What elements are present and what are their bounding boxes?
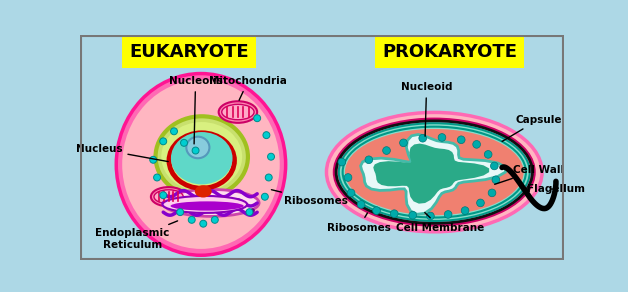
Ellipse shape [222,104,254,120]
Text: Ribosomes: Ribosomes [271,190,348,206]
Ellipse shape [382,147,391,154]
Ellipse shape [426,212,435,220]
Text: Capsule: Capsule [502,115,561,141]
Ellipse shape [149,156,156,163]
Ellipse shape [365,156,372,164]
Ellipse shape [122,80,279,249]
Ellipse shape [250,208,255,213]
Text: Flagellum: Flagellum [527,184,585,194]
Ellipse shape [156,116,248,197]
Ellipse shape [160,192,166,199]
Polygon shape [373,144,489,204]
Text: Endoplasmic
Reticulum: Endoplasmic Reticulum [95,221,178,250]
Ellipse shape [171,128,178,135]
Ellipse shape [490,162,498,170]
Polygon shape [360,135,506,214]
Ellipse shape [163,190,259,216]
Ellipse shape [263,132,270,139]
Ellipse shape [192,147,199,154]
Ellipse shape [338,158,346,166]
Ellipse shape [477,199,484,207]
Ellipse shape [181,139,188,146]
Ellipse shape [171,201,244,211]
Ellipse shape [334,119,534,225]
Ellipse shape [187,137,209,158]
Ellipse shape [492,176,500,184]
Text: Ribosomes: Ribosomes [327,213,391,232]
Ellipse shape [163,196,247,213]
Ellipse shape [188,216,195,223]
Ellipse shape [473,140,480,148]
Ellipse shape [344,174,352,181]
Ellipse shape [265,174,272,181]
Ellipse shape [438,134,446,141]
Ellipse shape [171,132,232,185]
Ellipse shape [261,193,268,200]
Ellipse shape [461,207,469,214]
Text: Nucleolis: Nucleolis [169,76,222,144]
Ellipse shape [488,189,496,197]
Ellipse shape [419,134,426,142]
Ellipse shape [327,112,542,232]
Ellipse shape [357,201,365,208]
Text: Nucleus: Nucleus [76,144,168,161]
Ellipse shape [246,209,253,215]
Ellipse shape [268,153,274,160]
Ellipse shape [161,122,242,191]
Text: Nucleoid: Nucleoid [401,82,452,136]
Ellipse shape [345,129,524,215]
Ellipse shape [200,220,207,227]
Ellipse shape [219,101,257,123]
Ellipse shape [484,151,492,158]
Ellipse shape [176,209,183,215]
Text: EUKARYOTE: EUKARYOTE [129,43,249,61]
Ellipse shape [212,216,219,223]
Ellipse shape [409,211,416,219]
Ellipse shape [151,187,187,206]
Ellipse shape [391,210,398,218]
Ellipse shape [338,123,530,221]
Ellipse shape [154,190,183,204]
Ellipse shape [254,115,261,122]
Ellipse shape [160,138,166,145]
Ellipse shape [195,185,212,197]
Ellipse shape [347,189,355,197]
Ellipse shape [116,74,286,255]
Text: Cell Membrane: Cell Membrane [396,213,485,232]
Text: PROKARYOTE: PROKARYOTE [382,43,517,61]
Ellipse shape [399,139,408,147]
Ellipse shape [154,174,161,181]
Ellipse shape [372,207,381,214]
Ellipse shape [444,211,452,218]
Text: Mitochondria: Mitochondria [209,76,287,100]
Text: Cell Wall: Cell Wall [495,165,564,184]
Ellipse shape [457,136,465,144]
